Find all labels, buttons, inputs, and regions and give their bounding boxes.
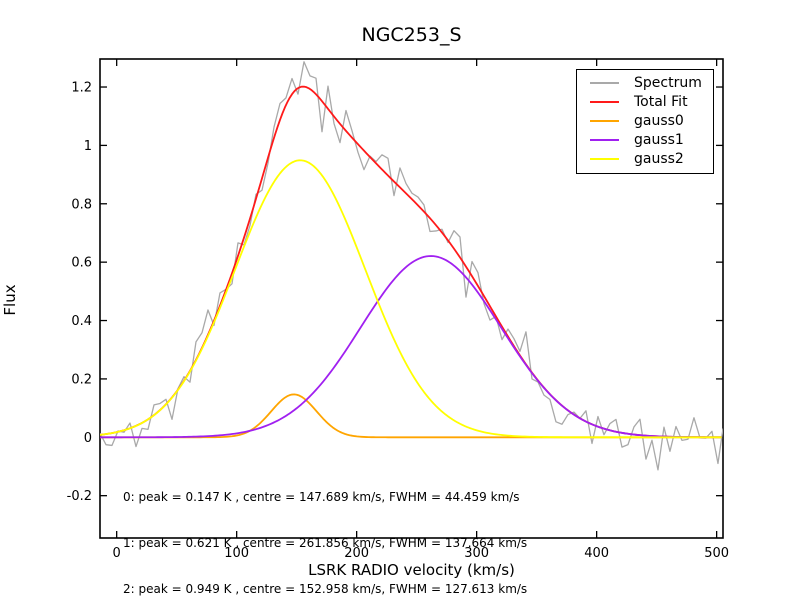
x-tick-label: 300 (464, 546, 489, 561)
legend-entry-gauss2: gauss2 (577, 149, 713, 168)
total-fit-line-swatch (590, 101, 619, 104)
gauss0-line-swatch (590, 119, 619, 122)
x-tick-label: 100 (224, 546, 249, 561)
curve-gauss0 (100, 393, 722, 439)
legend-entry-gauss1: gauss1 (577, 130, 713, 149)
curve-gauss2 (100, 159, 722, 439)
y-axis-label: Flux (1, 284, 19, 316)
legend-entry-total-fit: Total Fit (577, 93, 713, 112)
legend-label: gauss2 (634, 150, 684, 167)
y-tick-label: 0.4 (71, 314, 92, 329)
y-tick-label: 0 (84, 431, 92, 446)
y-tick-label: 0.8 (71, 197, 92, 212)
fit-results-annotation: 0: peak = 0.147 K , centre = 147.689 km/… (123, 459, 527, 606)
plot-title: NGC253_S (361, 24, 462, 46)
fit-result-line-0: 0: peak = 0.147 K , centre = 147.689 km/… (123, 489, 520, 504)
legend-entry-spectrum: Spectrum (577, 74, 713, 93)
legend-label: Total Fit (634, 94, 688, 111)
spectrum-line-swatch (590, 82, 619, 85)
fit-result-line-1: 1: peak = 0.621 K , centre = 261.856 km/… (123, 536, 528, 551)
x-axis-label: LSRK RADIO velocity (km/s) (308, 561, 515, 579)
legend-label: Spectrum (634, 75, 702, 92)
legend-box: Spectrum Total Fit gauss0 gauss1 gauss2 (576, 69, 714, 174)
axes-frame (99, 58, 724, 539)
fit-result-line-2: 2: peak = 0.949 K , centre = 152.958 km/… (123, 582, 528, 597)
x-tick-label: 0 (113, 546, 121, 561)
x-tick-label: 500 (704, 546, 729, 561)
y-tick-label: 1.2 (71, 81, 92, 96)
y-tick-label: 0.2 (71, 372, 92, 387)
y-tick-label: 0.6 (71, 256, 92, 271)
legend-entry-gauss0: gauss0 (577, 112, 713, 131)
gauss2-line-swatch (590, 157, 619, 160)
gauss1-line-swatch (590, 138, 619, 141)
curve-gauss1 (100, 255, 722, 439)
x-tick-label: 400 (584, 546, 609, 561)
x-tick-label: 200 (344, 546, 369, 561)
y-tick-label: 1 (84, 139, 92, 154)
y-tick-label: -0.2 (67, 489, 92, 504)
legend-label: gauss0 (634, 112, 684, 129)
legend-label: gauss1 (634, 131, 684, 148)
